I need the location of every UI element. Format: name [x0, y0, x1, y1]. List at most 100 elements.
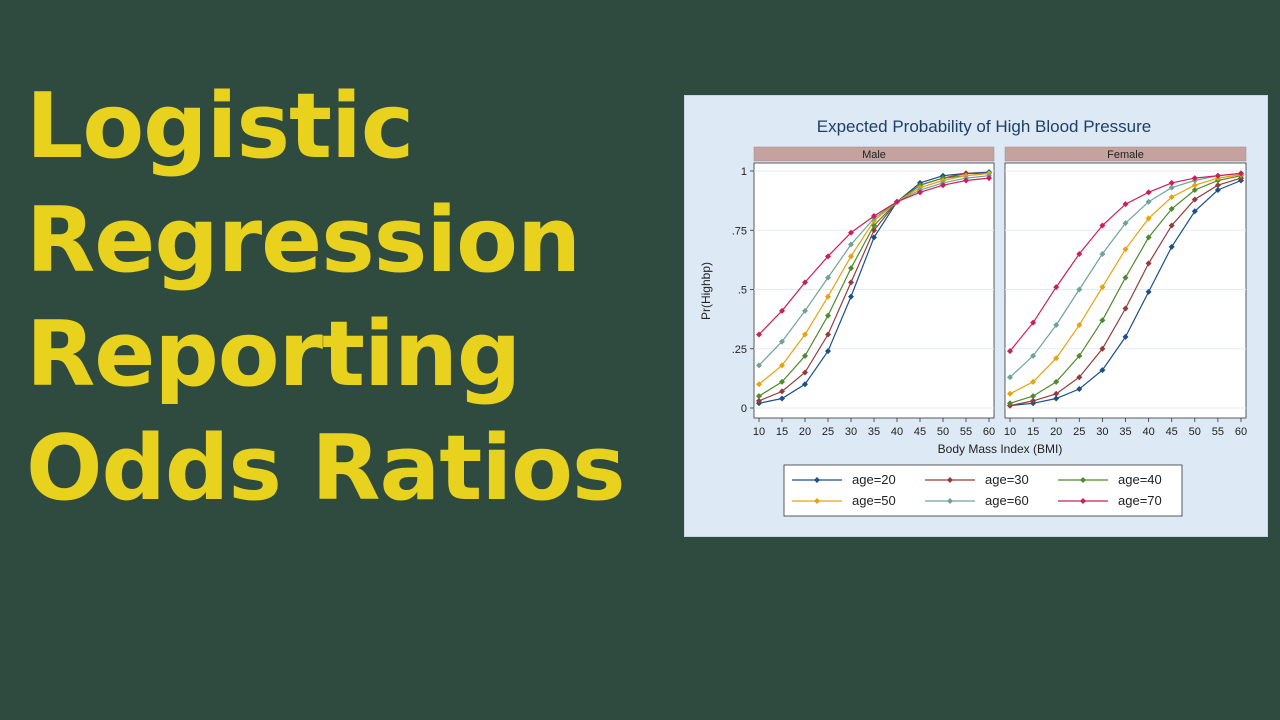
headline-line: Reporting [26, 302, 521, 407]
data-point [1191, 175, 1198, 182]
data-point [825, 331, 831, 338]
data-point [871, 234, 877, 241]
data-point [802, 369, 808, 376]
data-point [1214, 172, 1221, 179]
x-tick-label: 25 [1073, 426, 1085, 438]
panel-strip-label: Male [862, 149, 886, 161]
plot-area [753, 162, 995, 419]
data-point [825, 274, 831, 281]
data-point [1053, 322, 1060, 329]
legend-swatch-marker [947, 477, 953, 483]
legend-swatch-marker [947, 498, 953, 504]
data-point [1076, 374, 1083, 381]
data-point [917, 189, 923, 196]
data-point [848, 241, 854, 248]
data-point [1099, 345, 1106, 352]
x-tick-label: 20 [1050, 426, 1062, 438]
x-tick-label: 25 [822, 426, 834, 438]
x-tick-label: 55 [960, 426, 972, 438]
data-point [779, 388, 785, 395]
data-point [825, 348, 831, 355]
data-point [1145, 288, 1152, 295]
x-tick-label: 10 [753, 426, 765, 438]
data-point [756, 331, 762, 338]
data-point [756, 362, 762, 369]
data-point [802, 352, 808, 359]
data-point [1122, 246, 1129, 253]
x-tick-label: 35 [1119, 426, 1131, 438]
data-point [848, 265, 854, 272]
data-point [1168, 194, 1175, 201]
data-point [1076, 386, 1083, 393]
legend-label: age=60 [985, 493, 1029, 508]
x-tick-label: 60 [983, 426, 995, 438]
data-point [779, 395, 785, 402]
data-point [1191, 208, 1198, 215]
data-point [756, 393, 762, 400]
data-point [848, 229, 854, 236]
data-point [1053, 284, 1060, 291]
data-point [1145, 234, 1152, 241]
data-point [779, 378, 785, 385]
data-point [848, 253, 854, 260]
data-point [802, 381, 808, 388]
data-point [1099, 284, 1106, 291]
legend-swatch-marker [814, 477, 820, 483]
headline-line: Regression [26, 188, 581, 293]
data-point [848, 279, 854, 286]
data-point [802, 331, 808, 338]
data-point [1145, 215, 1152, 222]
data-point [779, 338, 785, 345]
x-axis-label: Body Mass Index (BMI) [938, 442, 1063, 456]
x-tick-label: 60 [1235, 426, 1247, 438]
data-point [802, 279, 808, 286]
data-point [1145, 198, 1152, 205]
data-point [825, 253, 831, 260]
data-point [1214, 182, 1221, 189]
data-point [1076, 250, 1083, 257]
data-point [1191, 196, 1198, 203]
data-point [1122, 201, 1129, 208]
data-point [1007, 348, 1013, 355]
y-axis-label: Pr(Highbp) [699, 262, 713, 320]
legend-label: age=30 [985, 472, 1029, 487]
legend-label: age=50 [852, 493, 896, 508]
x-tick-label: 45 [914, 426, 926, 438]
legend-box [783, 464, 1183, 517]
data-point [963, 177, 969, 184]
data-point [779, 362, 785, 369]
data-point [1099, 222, 1106, 229]
data-point [1122, 333, 1129, 340]
data-point [1099, 317, 1106, 324]
data-point [940, 182, 946, 189]
data-point [1191, 182, 1198, 189]
headline-line: Odds Ratios [26, 416, 626, 521]
data-point [1099, 367, 1106, 374]
y-tick-label: .5 [738, 285, 747, 297]
legend-label: age=70 [1118, 493, 1162, 508]
data-point [1076, 352, 1083, 359]
chart-svg: Expected Probability of High Blood Press… [699, 117, 1247, 517]
legend-swatch-marker [814, 498, 820, 504]
data-point [1030, 352, 1037, 359]
x-tick-label: 45 [1166, 426, 1178, 438]
x-tick-label: 30 [845, 426, 857, 438]
data-point [1007, 400, 1013, 407]
headline-title: Logistic Regression Reporting Odds Ratio… [26, 70, 626, 526]
data-point [825, 293, 831, 300]
data-point [1099, 250, 1106, 257]
x-tick-label: 55 [1212, 426, 1224, 438]
data-point [1030, 397, 1037, 404]
data-point [756, 397, 762, 404]
data-point [802, 307, 808, 314]
data-point [1122, 220, 1129, 227]
data-point [1007, 390, 1013, 397]
data-point [1238, 170, 1244, 177]
x-tick-label: 35 [868, 426, 880, 438]
data-point [1007, 374, 1013, 381]
legend-swatch-marker [1080, 477, 1086, 483]
data-point [871, 213, 877, 220]
data-point [1168, 184, 1175, 191]
y-tick-label: 0 [741, 403, 747, 415]
data-point [1053, 355, 1060, 362]
